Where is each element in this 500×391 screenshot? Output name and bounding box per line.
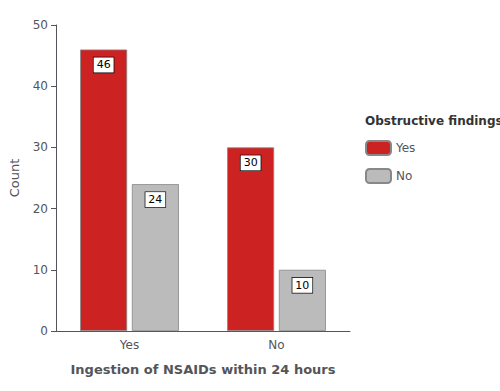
svg-text:Obstructive findings: Obstructive findings [365, 114, 500, 128]
svg-text:24: 24 [148, 193, 162, 206]
svg-text:0: 0 [40, 324, 48, 338]
svg-text:50: 50 [33, 18, 48, 32]
svg-text:46: 46 [97, 58, 111, 71]
svg-text:40: 40 [33, 79, 48, 93]
svg-text:10: 10 [33, 263, 48, 277]
svg-text:Yes: Yes [119, 338, 139, 352]
svg-text:20: 20 [33, 202, 48, 216]
svg-text:Ingestion of NSAIDs within 24: Ingestion of NSAIDs within 24 hours [70, 362, 335, 377]
svg-text:Count: Count [7, 159, 22, 198]
svg-text:Yes: Yes [395, 141, 415, 155]
svg-text:30: 30 [33, 140, 48, 154]
svg-text:No: No [396, 169, 412, 183]
svg-text:No: No [268, 338, 284, 352]
svg-text:30: 30 [244, 156, 258, 169]
svg-text:10: 10 [295, 279, 309, 292]
